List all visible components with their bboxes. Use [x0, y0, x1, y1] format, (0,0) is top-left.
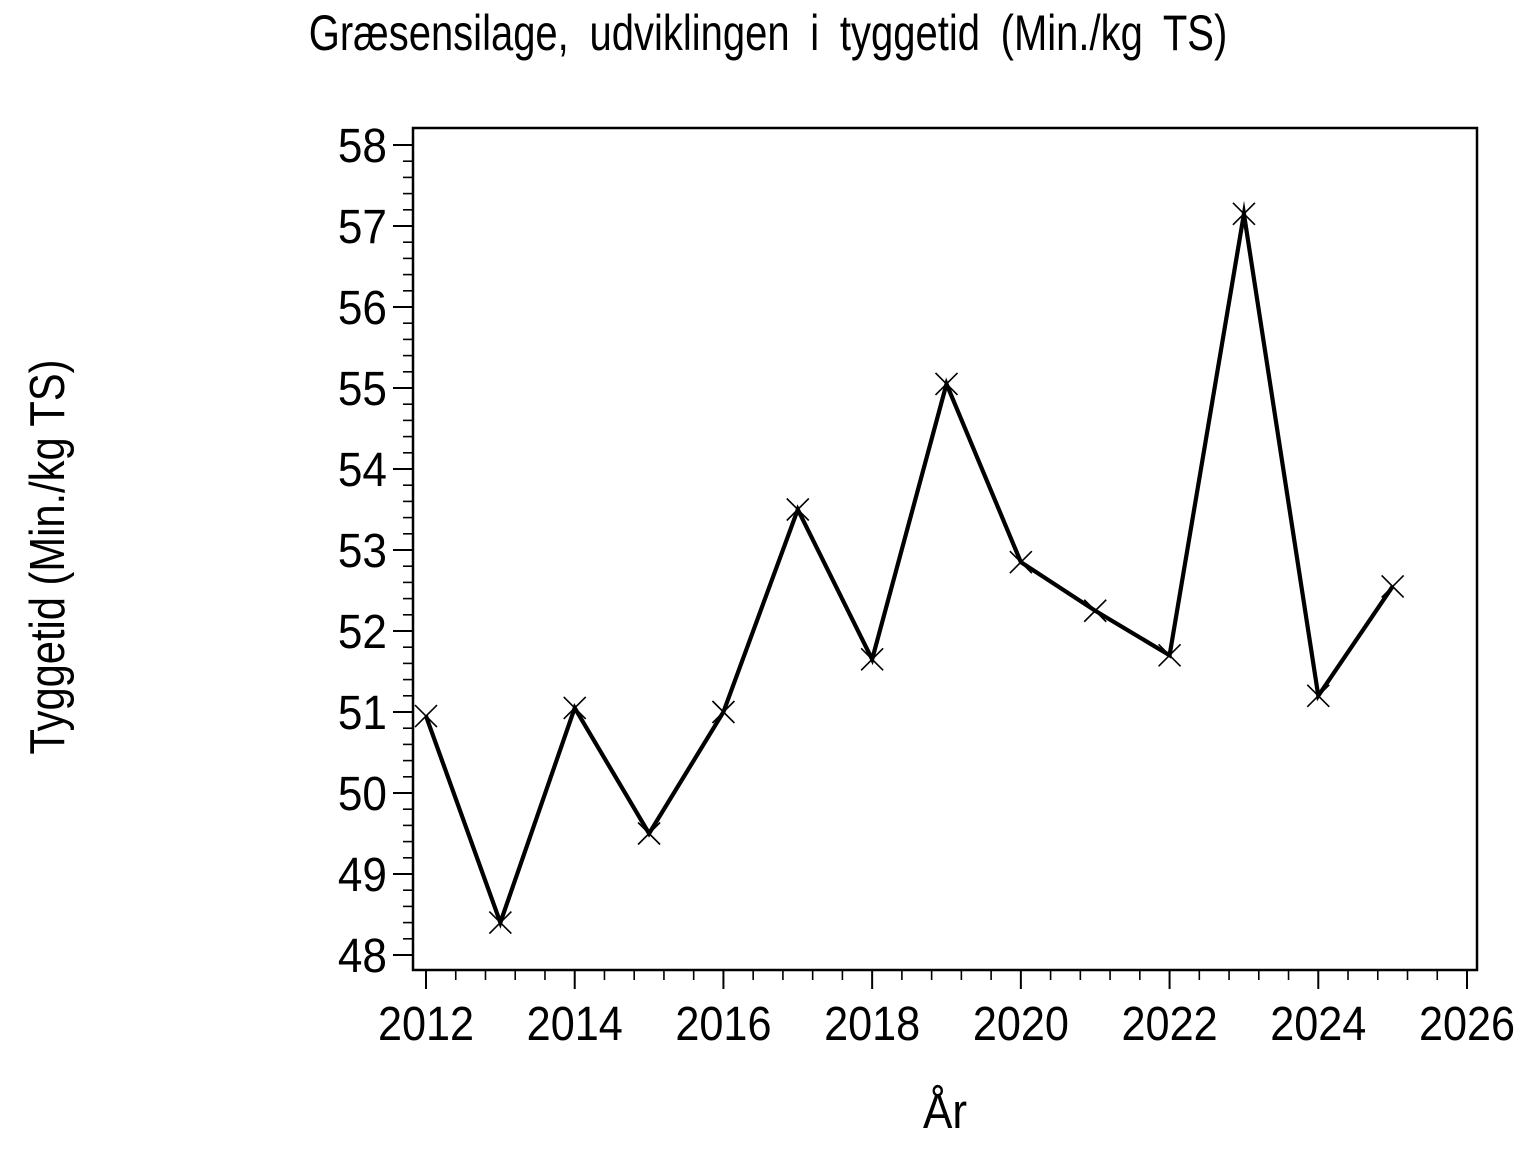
data-point-marker [786, 497, 810, 522]
y-tick-label: 52 [338, 604, 387, 658]
data-point-marker [1083, 599, 1107, 623]
data-point-marker [1009, 550, 1033, 574]
y-tick-label: 53 [338, 523, 387, 577]
y-tick-label: 51 [338, 685, 387, 739]
data-point-marker [1158, 643, 1182, 667]
x-axis-label: År [923, 1084, 967, 1139]
y-tick-label: 58 [338, 118, 387, 172]
data-point-marker [563, 696, 587, 720]
data-point-marker [1232, 202, 1256, 226]
data-point-marker [711, 700, 735, 724]
plot-frame [411, 126, 1479, 972]
data-point-marker [934, 372, 959, 396]
y-tick-label: 50 [338, 766, 387, 820]
y-axis-label: Tyggetid (Min./kg TS) [20, 359, 75, 754]
axes-ticks: 48 49 50 51 52 53 54 55 56 57 58 2012 2014 2016 2018 20… [338, 118, 1515, 1050]
x-tick-label: 2026 [1419, 997, 1515, 1051]
x-tick-label: 2014 [527, 997, 623, 1051]
data-point-marker [860, 647, 884, 671]
data-point-marker [637, 821, 661, 846]
x-tick-label: 2012 [378, 997, 474, 1051]
x-tick-label: 2016 [675, 997, 771, 1051]
x-tick-label: 2020 [973, 997, 1069, 1051]
y-tick-label: 49 [338, 847, 387, 901]
data-point-marker [488, 911, 512, 935]
chart-title: Græsensilage, udviklingen i tyggetid (Mi… [309, 5, 1228, 61]
x-tick-label: 2024 [1270, 997, 1366, 1051]
y-tick-label: 56 [338, 280, 387, 334]
data-line [424, 200, 1395, 929]
y-tick-label: 55 [338, 361, 387, 415]
data-series [414, 200, 1405, 935]
x-tick-label: 2018 [824, 997, 920, 1051]
y-tick-label: 57 [338, 199, 387, 253]
y-tick-label: 54 [338, 442, 387, 496]
y-tick-label: 48 [338, 928, 387, 982]
data-point-marker [414, 704, 438, 728]
data-point-marker [1306, 684, 1330, 708]
x-tick-label: 2022 [1122, 997, 1218, 1051]
data-point-marker [1381, 574, 1405, 599]
